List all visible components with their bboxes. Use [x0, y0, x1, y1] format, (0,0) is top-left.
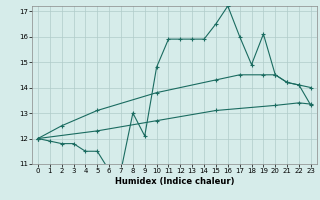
X-axis label: Humidex (Indice chaleur): Humidex (Indice chaleur) [115, 177, 234, 186]
